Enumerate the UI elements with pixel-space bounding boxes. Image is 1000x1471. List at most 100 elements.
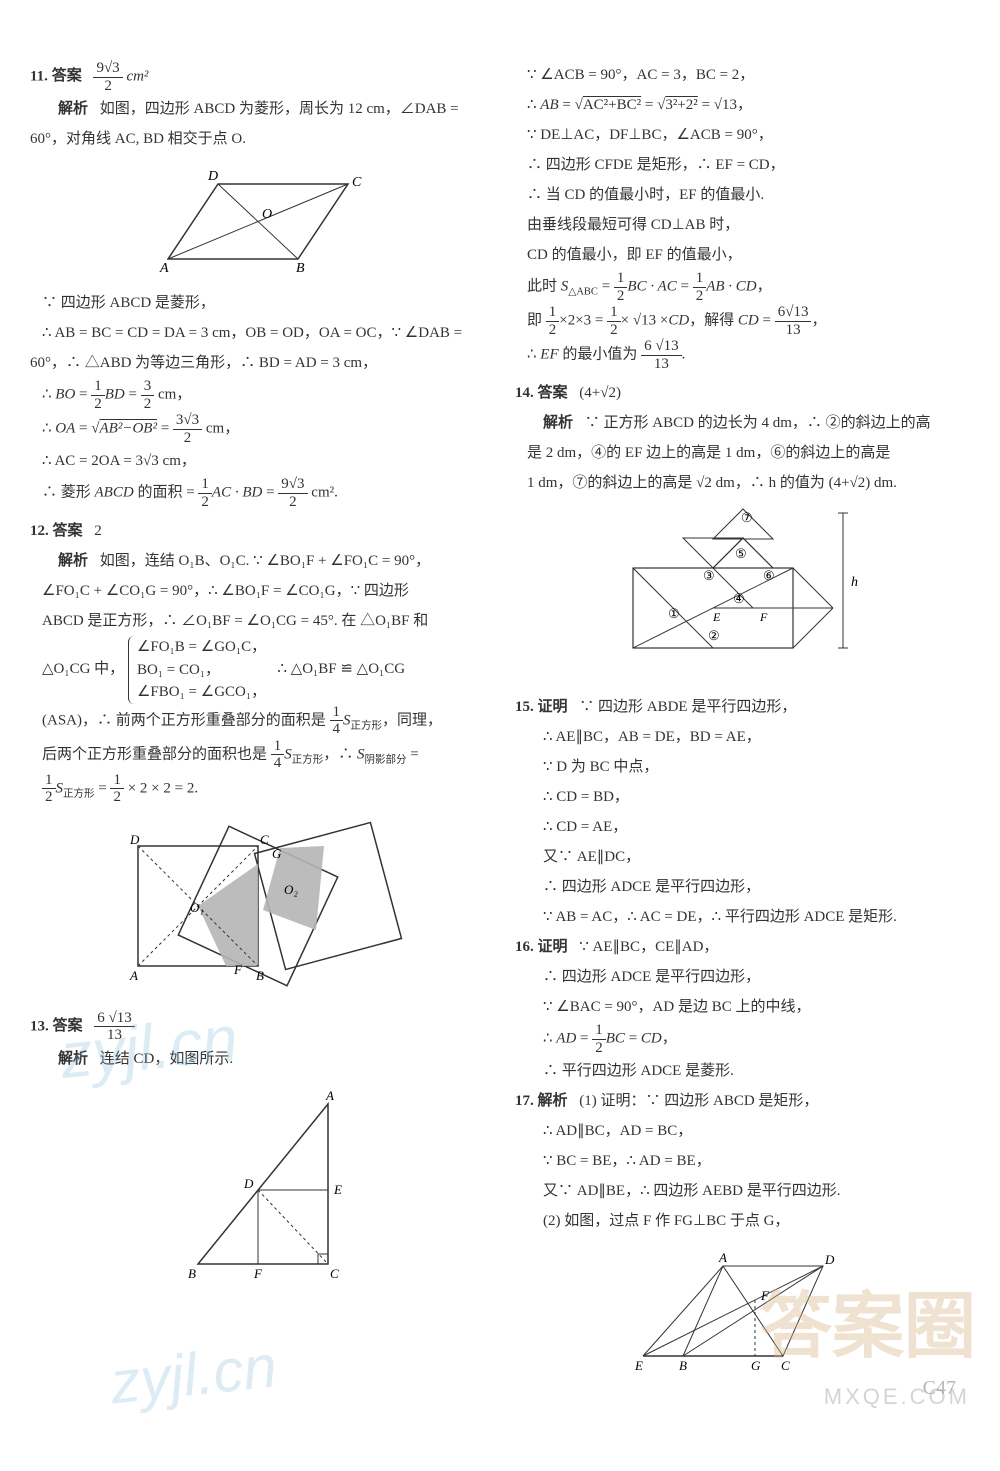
left-column: 11. 答案 9√32 cm² 解析 如图，四边形 ABCD 为菱形，周长为 1… xyxy=(30,60,485,1390)
svg-text:C: C xyxy=(330,1266,339,1281)
svg-text:F: F xyxy=(759,610,768,624)
q12-answer-line: 12. 答案 2 xyxy=(30,516,485,546)
q14-p2: 是 2 dm，④的 EF 边上的高是 1 dm，⑥的斜边上的高是 xyxy=(515,438,970,468)
q15-line: 15. 证明 ∵ 四边形 ABDE 是平行四边形， xyxy=(515,692,970,722)
svg-text:G: G xyxy=(751,1358,761,1373)
svg-text:①: ① xyxy=(668,606,680,621)
q12-p5: 后两个正方形重叠部分的面积也是 14S正方形，∴ S阴影部分 = xyxy=(30,738,485,772)
svg-text:A: A xyxy=(718,1250,727,1265)
q14-answer-line: 14. 答案 (4+√2) xyxy=(515,378,970,408)
svg-text:B: B xyxy=(296,261,305,274)
q14-jx: 解析 ∵ 正方形 ABCD 的边长为 4 dm，∴ ②的斜边上的高 xyxy=(515,408,970,438)
q14-num: 14. xyxy=(515,385,534,401)
q11-ans-label: 答案 xyxy=(52,68,82,84)
q12-jx2: ∠FO₁C + ∠CO₁G = 90°，∴ ∠BO₁F = ∠CO₁G，∵ 四边… xyxy=(30,576,485,606)
q12-cases: △O₁CG 中， ∠FO₁B = ∠GO₁C， BO₁ = CO₁， ∠FBO₁… xyxy=(30,636,485,704)
q16-line: 16. 证明 ∵ AE∥BC，CE∥AD， xyxy=(515,932,970,962)
svg-text:⑦: ⑦ xyxy=(741,510,753,525)
r13-p2: ∴ AB = √AC²+BC² = √3²+2² = √13， xyxy=(515,90,970,120)
r13-p7: CD 的值最小，即 EF 的值最小， xyxy=(515,240,970,270)
q13-jx1: 解析 连结 CD，如图所示. xyxy=(30,1044,485,1074)
q16-p5: ∴ 平行四边形 ADCE 是菱形. xyxy=(515,1056,970,1086)
svg-text:E: E xyxy=(333,1182,342,1197)
q13-figure: A B C D E F xyxy=(30,1084,485,1284)
svg-text:②: ② xyxy=(708,628,720,643)
q17-p3: 又∵ AD∥BE，∴ 四边形 AEBD 是平行四边形. xyxy=(515,1176,970,1206)
svg-text:F: F xyxy=(233,962,243,977)
svg-text:F: F xyxy=(760,1288,770,1303)
q11-p3: 60°，∴ △ABD 为等边三角形，∴ BD = AD = 3 cm， xyxy=(30,348,485,378)
q15-p4: ∴ CD = BD， xyxy=(515,782,970,812)
svg-text:③: ③ xyxy=(703,568,715,583)
rhombus-figure-icon: A B C D O xyxy=(148,164,368,274)
svg-text:D: D xyxy=(824,1252,835,1267)
svg-text:O₂: O₂ xyxy=(284,882,298,897)
right-triangle-icon: A B C D E F xyxy=(158,1084,358,1284)
q12-figure: D A B C O₁ G F O₂ xyxy=(30,816,485,996)
q16-p2: ∴ 四边形 ADCE 是平行四边形， xyxy=(515,962,970,992)
r13-p1: ∵ ∠ACB = 90°，AC = 3，BC = 2， xyxy=(515,60,970,90)
svg-text:A: A xyxy=(129,968,138,983)
svg-text:B: B xyxy=(256,968,264,983)
svg-text:h: h xyxy=(851,575,858,590)
q15-p8: ∵ AB = AC，∴ AC = DE，∴ 平行四边形 ADCE 是矩形. xyxy=(515,902,970,932)
q16-p3: ∵ ∠BAC = 90°，AD 是边 BC 上的中线， xyxy=(515,992,970,1022)
svg-text:B: B xyxy=(188,1266,196,1281)
q11-p6: ∴ AC = 2OA = 3√3 cm， xyxy=(30,446,485,476)
q11-jiexi-1: 解析 如图，四边形 ABCD 为菱形，周长为 12 cm，∠DAB = xyxy=(30,94,485,124)
svg-text:O: O xyxy=(262,207,272,222)
svg-text:C: C xyxy=(260,832,269,847)
q12-p6: 12S正方形 = 12 × 2 × 2 = 2. xyxy=(30,772,485,806)
q15-p5: ∴ CD = AE， xyxy=(515,812,970,842)
q16-num: 16. xyxy=(515,939,534,955)
svg-text:D: D xyxy=(243,1176,254,1191)
svg-text:F: F xyxy=(253,1266,263,1281)
r13-p6: 由垂线段最短可得 CD⊥AB 时， xyxy=(515,210,970,240)
q17-sub2: (2) 如图，过点 F 作 FG⊥BC 于点 G， xyxy=(515,1206,970,1236)
svg-text:④: ④ xyxy=(733,591,745,606)
q15-p2: ∴ AE∥BC，AB = DE，BD = AE， xyxy=(515,722,970,752)
q12-jx3: ABCD 是正方形，∴ ∠O₁BF = ∠O₁CG = 45°. 在 △O₁BF… xyxy=(30,606,485,636)
q17-p1: ∴ AD∥BC，AD = BC， xyxy=(515,1116,970,1146)
q16-p4: ∴ AD = 12BC = CD， xyxy=(515,1022,970,1056)
svg-text:A: A xyxy=(159,261,169,274)
svg-text:E: E xyxy=(712,610,721,624)
tangram-figure-icon: h ① ② ③ ④ ⑤ ⑥ ⑦ E F xyxy=(613,508,873,678)
q11-figure: A B C D O xyxy=(30,164,485,274)
q11-answer-line: 11. 答案 9√32 cm² xyxy=(30,60,485,94)
right-column: ∵ ∠ACB = 90°，AC = 3，BC = 2， ∴ AB = √AC²+… xyxy=(515,60,970,1390)
r13-p10: ∴ EF 的最小值为 6 √1313. xyxy=(515,338,970,372)
r13-p4: ∴ 四边形 CFDE 是矩形，∴ EF = CD， xyxy=(515,150,970,180)
svg-text:C: C xyxy=(352,175,362,190)
q17-line: 17. 解析 (1) 证明：∵ 四边形 ABCD 是矩形， xyxy=(515,1086,970,1116)
q17-figure: A D E B C G F xyxy=(515,1246,970,1376)
r13-p5: ∴ 当 CD 的值最小时，EF 的值最小. xyxy=(515,180,970,210)
q11-p7: ∴ 菱形 ABCD 的面积 = 12AC · BD = 9√32 cm². xyxy=(30,476,485,510)
q11-p2: ∴ AB = BC = CD = DA = 3 cm，OB = OD，OA = … xyxy=(30,318,485,348)
q12-num: 12. xyxy=(30,523,49,539)
svg-text:E: E xyxy=(634,1358,643,1373)
svg-text:G: G xyxy=(272,846,282,861)
r13-p9: 即 12×2×3 = 12× √13 ×CD，解得 CD = 6√1313， xyxy=(515,304,970,338)
q15-p7: ∴ 四边形 ADCE 是平行四边形， xyxy=(515,872,970,902)
q13-num: 13. xyxy=(30,1018,49,1034)
q12-jx1: 解析 如图，连结 O₁B、O₁C. ∵ ∠BO₁F + ∠FO₁C = 90°， xyxy=(30,546,485,576)
svg-text:O₁: O₁ xyxy=(190,900,204,915)
svg-text:D: D xyxy=(129,832,140,847)
q15-p6: 又∵ AE∥DC， xyxy=(515,842,970,872)
q15-num: 15. xyxy=(515,699,534,715)
q14-figure: h ① ② ③ ④ ⑤ ⑥ ⑦ E F xyxy=(515,508,970,678)
overlapping-squares-icon: D A B C O₁ G F O₂ xyxy=(108,816,408,996)
q11-jiexi-2: 60°，对角线 AC, BD 相交于点 O. xyxy=(30,124,485,154)
svg-text:D: D xyxy=(207,169,218,184)
svg-text:A: A xyxy=(325,1088,334,1103)
q13-answer-line: 13. 答案 6 √1313 xyxy=(30,1010,485,1044)
svg-text:⑤: ⑤ xyxy=(735,546,747,561)
q15-p3: ∵ D 为 BC 中点， xyxy=(515,752,970,782)
q17-num: 17. xyxy=(515,1093,534,1109)
r13-p3: ∵ DE⊥AC，DF⊥BC，∠ACB = 90°， xyxy=(515,120,970,150)
parallelogram-figure-icon: A D E B C G F xyxy=(633,1246,853,1376)
q11-p5: ∴ OA = √AB²−OB² = 3√32 cm， xyxy=(30,412,485,446)
q11-p4: ∴ BO = 12BD = 32 cm， xyxy=(30,378,485,412)
q17-p2: ∵ BC = BE，∴ AD = BE， xyxy=(515,1146,970,1176)
